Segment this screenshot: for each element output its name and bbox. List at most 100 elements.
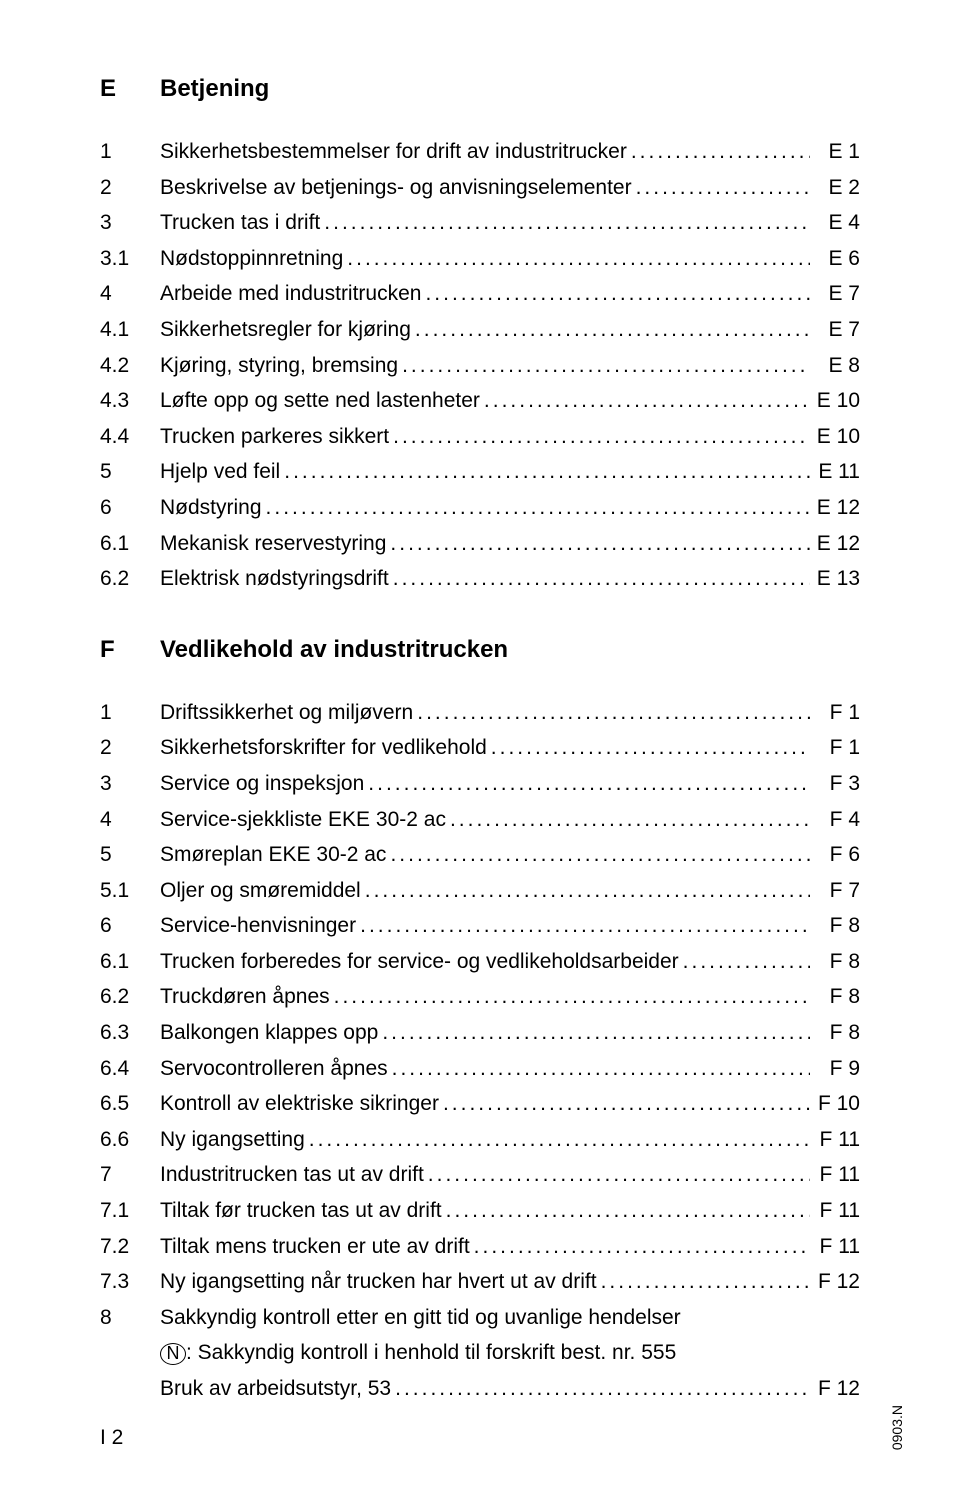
toc-row: 6Nødstyring E 12 xyxy=(100,491,860,525)
section-e-header: E Betjening xyxy=(100,75,860,103)
toc-num: 5.1 xyxy=(100,874,160,908)
toc-row: 1Sikkerhetsbestemmelser for drift av ind… xyxy=(100,135,860,169)
toc-page: F 8 xyxy=(810,945,860,979)
toc-leader xyxy=(391,1372,810,1406)
toc-leader xyxy=(398,349,810,383)
toc-text: Nødstoppinnretning xyxy=(160,242,343,276)
toc-page: F 6 xyxy=(810,838,860,872)
toc-page: E 11 xyxy=(810,455,860,489)
toc-leader xyxy=(424,1158,810,1192)
toc-leader xyxy=(480,384,810,418)
toc-text-after: : Sakkyndig kontroll i henhold til forsk… xyxy=(186,1341,676,1364)
toc-leader xyxy=(632,171,810,205)
section-f-header: F Vedlikehold av industritrucken xyxy=(100,636,860,664)
toc-text: Service-sjekkliste EKE 30-2 ac xyxy=(160,803,446,837)
toc-row: 7Industritrucken tas ut av drift F 11 xyxy=(100,1158,860,1192)
toc-text: Balkongen klappes opp xyxy=(160,1016,378,1050)
toc-page: E 4 xyxy=(810,206,860,240)
toc-list-e: 1Sikkerhetsbestemmelser for drift av ind… xyxy=(100,135,860,596)
toc-text: N: Sakkyndig kontroll i henhold til fors… xyxy=(160,1336,676,1370)
toc-leader xyxy=(330,980,810,1014)
toc-num: 6.4 xyxy=(100,1052,160,1086)
toc-leader xyxy=(487,731,810,765)
toc-num: 5 xyxy=(100,838,160,872)
toc-page: F 11 xyxy=(810,1230,860,1264)
toc-num: 1 xyxy=(100,696,160,730)
toc-leader xyxy=(439,1087,810,1121)
toc-row: 4Arbeide med industritruckenE 7 xyxy=(100,277,860,311)
toc-text: Nødstyring xyxy=(160,491,262,525)
toc-row: Bruk av arbeidsutstyr, 53 F 12 xyxy=(100,1372,860,1406)
toc-leader xyxy=(413,696,810,730)
toc-text: Industritrucken tas ut av drift xyxy=(160,1158,424,1192)
toc-text: Løfte opp og sette ned lastenheter xyxy=(160,384,480,418)
toc-page: F 8 xyxy=(810,980,860,1014)
toc-leader xyxy=(305,1123,810,1157)
toc-num: 6.1 xyxy=(100,945,160,979)
toc-text: Sikkerhetsbestemmelser for drift av indu… xyxy=(160,135,627,169)
section-title: Vedlikehold av industritrucken xyxy=(160,636,508,664)
toc-page: E 7 xyxy=(810,277,860,311)
toc-text: Truckdøren åpnes xyxy=(160,980,330,1014)
toc-leader xyxy=(446,803,810,837)
section-letter: F xyxy=(100,636,160,664)
toc-num: 4 xyxy=(100,803,160,837)
toc-page: F 9 xyxy=(810,1052,860,1086)
toc-page: E 2 xyxy=(810,171,860,205)
toc-num: 6 xyxy=(100,909,160,943)
toc-row: 3Service og inspeksjonF 3 xyxy=(100,767,860,801)
toc-text: Kontroll av elektriske sikringer xyxy=(160,1087,439,1121)
toc-num: 3 xyxy=(100,206,160,240)
toc-leader xyxy=(388,1052,810,1086)
toc-text: Trucken parkeres sikkert xyxy=(160,420,389,454)
toc-row: 2Sikkerhetsforskrifter for vedlikeholdF … xyxy=(100,731,860,765)
toc-text: Beskrivelse av betjenings- og anvisnings… xyxy=(160,171,632,205)
toc-num: 7.3 xyxy=(100,1265,160,1299)
toc-row: 1Driftssikkerhet og miljøvernF 1 xyxy=(100,696,860,730)
toc-row: 6.1Trucken forberedes for service- og ve… xyxy=(100,945,860,979)
toc-num: 7.1 xyxy=(100,1194,160,1228)
toc-text: Ny igangsetting xyxy=(160,1123,305,1157)
toc-page: F 11 xyxy=(810,1194,860,1228)
toc-row: 6Service-henvisningerF 8 xyxy=(100,909,860,943)
toc-text: Servocontrolleren åpnes xyxy=(160,1052,388,1086)
toc-text: Smøreplan EKE 30-2 ac xyxy=(160,838,386,872)
toc-leader xyxy=(421,277,810,311)
toc-row: 3.1NødstoppinnretningE 6 xyxy=(100,242,860,276)
toc-page: F 8 xyxy=(810,1016,860,1050)
toc-text: Sikkerhetsregler for kjøring xyxy=(160,313,411,347)
toc-page: F 10 xyxy=(810,1087,860,1121)
toc-num: 7 xyxy=(100,1158,160,1192)
toc-list-f: 1Driftssikkerhet og miljøvernF 1 2Sikker… xyxy=(100,696,860,1406)
toc-num: 6.1 xyxy=(100,527,160,561)
toc-text: Ny igangsetting når trucken har hvert ut… xyxy=(160,1265,597,1299)
toc-text: Sikkerhetsforskrifter for vedlikehold xyxy=(160,731,487,765)
toc-row: 4.4Trucken parkeres sikkert E 10 xyxy=(100,420,860,454)
toc-num: 6 xyxy=(100,491,160,525)
toc-text: Kjøring, styring, bremsing xyxy=(160,349,398,383)
toc-leader xyxy=(364,767,810,801)
toc-page: F 12 xyxy=(810,1265,860,1299)
toc-text: Tiltak før trucken tas ut av drift xyxy=(160,1194,442,1228)
toc-page: E 10 xyxy=(810,420,860,454)
toc-row: 6.2Elektrisk nødstyringsdriftE 13 xyxy=(100,562,860,596)
toc-row: 7.2Tiltak mens trucken er ute av driftF … xyxy=(100,1230,860,1264)
toc-leader xyxy=(597,1265,810,1299)
toc-leader xyxy=(386,527,810,561)
toc-num: 8 xyxy=(100,1301,160,1335)
toc-row: 5Smøreplan EKE 30-2 ac F 6 xyxy=(100,838,860,872)
toc-page: F 11 xyxy=(810,1158,860,1192)
toc-row: 6.5Kontroll av elektriske sikringerF 10 xyxy=(100,1087,860,1121)
toc-num: 3.1 xyxy=(100,242,160,276)
toc-page: E 12 xyxy=(810,491,860,525)
toc-leader xyxy=(280,455,810,489)
toc-page: F 3 xyxy=(810,767,860,801)
toc-row: 4.2Kjøring, styring, bremsingE 8 xyxy=(100,349,860,383)
doc-reference: 0903.N xyxy=(889,1405,905,1450)
toc-text: Arbeide med industritrucken xyxy=(160,277,421,311)
toc-num: 4.4 xyxy=(100,420,160,454)
toc-num: 6.2 xyxy=(100,562,160,596)
toc-text: Bruk av arbeidsutstyr, 53 xyxy=(160,1372,391,1406)
toc-row: 6.3Balkongen klappes oppF 8 xyxy=(100,1016,860,1050)
toc-num: 7.2 xyxy=(100,1230,160,1264)
